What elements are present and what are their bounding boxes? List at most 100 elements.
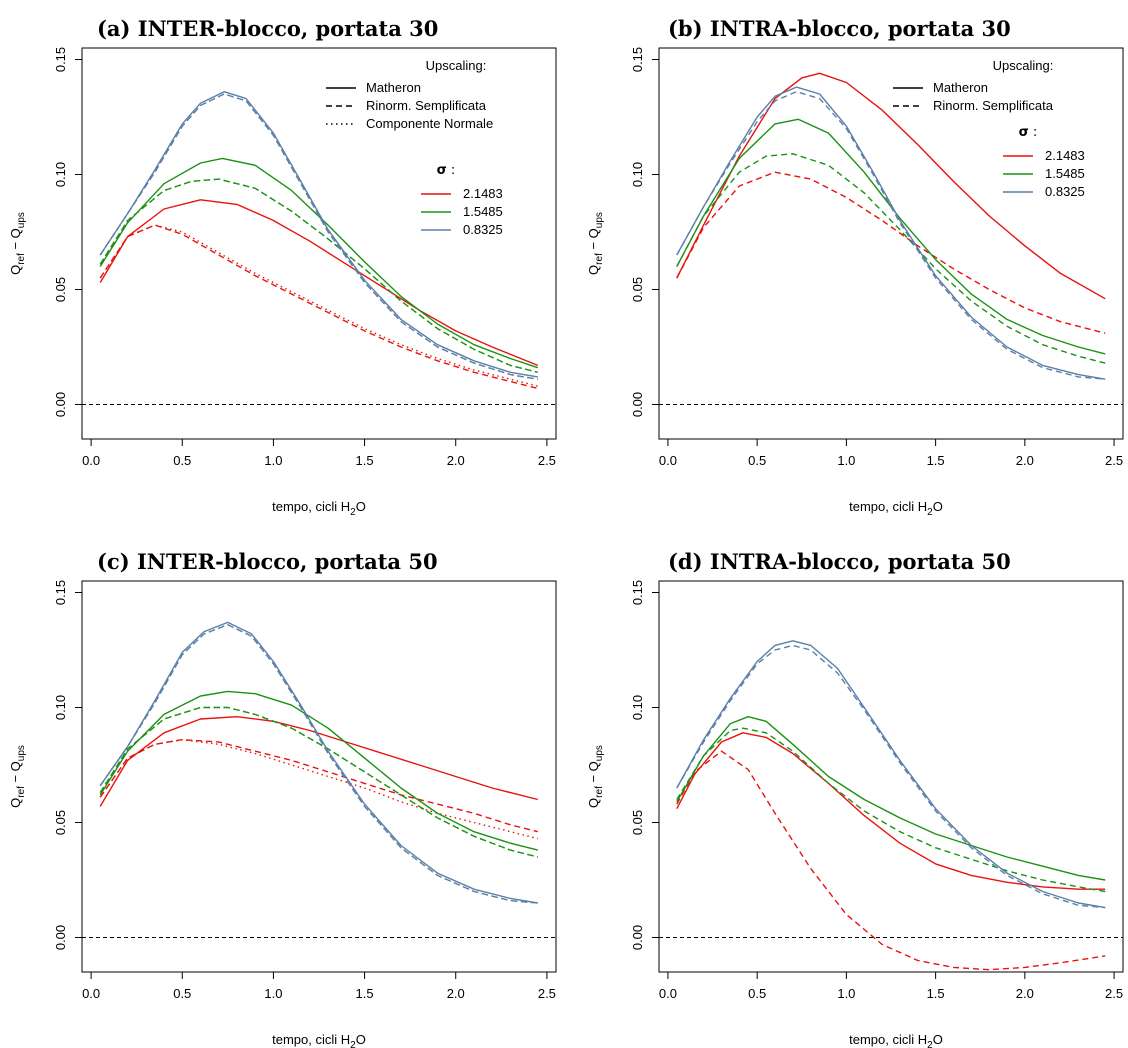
x-tick-label: 1.0 [264,453,282,468]
sigma-legend-label: 2.1483 [1045,148,1085,163]
series-line-sigma-0.8325-matheron [676,640,1106,909]
y-tick-label: 0.05 [630,277,645,302]
series-line-sigma-1.5485-componente-normale [99,706,538,858]
y-tick-label: 0.15 [53,580,68,605]
y-tick-label: 0.00 [53,925,68,950]
panel-c: (c) INTER-blocco, portata 50 0.0 0.5 1.0 1.5… [8,549,557,1048]
legend-label: Rinorm. Semplificata [366,98,487,113]
x-tick-label: 2.5 [538,453,556,468]
x-tick-label: 2.0 [1016,986,1034,1001]
sigma-legend-label: 0.8325 [463,222,503,237]
x-tick-label: 1.0 [837,986,855,1001]
series-line-sigma-1.5485-rinorm-semplificata [99,178,538,373]
y-axis-label: Qref − Qups [8,745,27,808]
sigma-legend-label: 0.8325 [1045,184,1085,199]
x-axis-label: tempo, cicli H2O [849,499,943,518]
y-tick-label: 0.15 [630,580,645,605]
y-tick-label: 0.15 [53,47,68,72]
x-tick-label: 2.5 [1105,453,1123,468]
y-tick-label: 0.10 [53,695,68,720]
x-tick-label: 1.5 [927,986,945,1001]
y-axis-label: Qref − Qups [586,745,605,808]
y-tick-label: 0.10 [630,162,645,187]
legend-label: Componente Normale [366,116,493,131]
x-tick-label: 0.0 [659,986,677,1001]
series-line-sigma-1.5485-matheron [99,157,539,369]
series-line-sigma-2.1483-rinorm-semplificata [676,171,1106,334]
y-tick-label: 0.05 [53,277,68,302]
sigma-legend-title: σ : [1019,125,1038,140]
series-line-sigma-2.1483-componente-normale [99,739,538,840]
legend-label: Matheron [933,80,988,95]
x-tick-label: 0.5 [173,986,191,1001]
x-axis-label: tempo, cicli H2O [849,1032,943,1048]
plot-frame [658,47,1124,440]
x-tick-label: 1.5 [356,986,374,1001]
x-tick-label: 0.5 [748,986,766,1001]
x-axis-label: tempo, cicli H2O [272,1032,366,1048]
y-tick-label: 0.05 [53,810,68,835]
series-line-sigma-0.8325-rinorm-semplificata [99,624,538,904]
y-axis-label: Qref − Qups [586,212,605,275]
x-tick-label: 0.0 [659,453,677,468]
series-line-sigma-0.8325-rinorm-semplificata [676,91,1106,380]
series-line-sigma-2.1483-rinorm-semplificata [99,739,538,833]
plot-frame [81,580,557,973]
x-tick-label: 2.0 [447,986,465,1001]
panel-title: (d) INTRA-blocco, portata 50 [668,549,1011,574]
panel-b: (b) INTRA-blocco, portata 30 0.0 0.5 1.0 1.5… [586,16,1124,518]
panel-d: (d) INTRA-blocco, portata 50 0.0 0.5 1.0 1.5… [586,549,1124,1048]
x-tick-label: 0.0 [82,986,100,1001]
series-line-sigma-1.5485-rinorm-semplificata [676,153,1106,364]
x-tick-label: 1.5 [927,453,945,468]
series-line-sigma-2.1483-matheron [99,716,538,807]
y-tick-label: 0.00 [53,392,68,417]
legend-label: Matheron [366,80,421,95]
x-tick-label: 0.5 [173,453,191,468]
series-line-sigma-2.1483-rinorm-semplificata [676,750,1106,971]
y-tick-label: 0.10 [630,695,645,720]
y-tick-label: 0.15 [630,47,645,72]
series-line-sigma-2.1483-matheron [676,72,1106,300]
series-line-sigma-1.5485-matheron [676,716,1106,881]
legend-title: Upscaling: [426,58,487,73]
series-line-sigma-2.1483-matheron [99,199,539,367]
sigma-legend-label: 2.1483 [463,186,503,201]
panel-title: (b) INTRA-blocco, portata 30 [668,16,1011,41]
x-tick-label: 2.5 [538,986,556,1001]
series-line-sigma-0.8325-matheron [99,621,538,904]
legend-title: Upscaling: [993,58,1054,73]
panel-title: (a) INTER-blocco, portata 30 [97,16,438,41]
plot-frame [658,580,1124,973]
series-line-sigma-0.8325-componente-normale [99,624,538,904]
panel-a: (a) INTER-blocco, portata 30 0.0 0.5 1.0 1.5… [8,16,557,518]
x-tick-label: 2.0 [1016,453,1034,468]
x-tick-label: 1.5 [356,453,374,468]
y-tick-label: 0.00 [630,925,645,950]
x-tick-label: 2.5 [1105,986,1123,1001]
x-tick-label: 0.0 [82,453,100,468]
x-tick-label: 2.0 [447,453,465,468]
series-line-sigma-0.8325-componente-normale [99,93,538,380]
series-line-sigma-0.8325-matheron [99,91,538,378]
plot-frame [81,47,557,440]
series-line-sigma-1.5485-rinorm-semplificata [676,727,1106,893]
series-line-sigma-0.8325-matheron [676,86,1106,380]
y-tick-label: 0.10 [53,162,68,187]
sigma-legend-label: 1.5485 [463,204,503,219]
y-axis-label: Qref − Qups [8,212,27,275]
series-line-sigma-1.5485-matheron [676,118,1106,355]
sigma-legend-title: σ : [437,163,456,178]
x-axis-label: tempo, cicli H2O [272,499,366,518]
panel-title: (c) INTER-blocco, portata 50 [97,549,438,574]
y-tick-label: 0.05 [630,810,645,835]
series-line-sigma-1.5485-matheron [99,690,538,851]
y-tick-label: 0.00 [630,392,645,417]
x-tick-label: 1.0 [264,986,282,1001]
x-tick-label: 1.0 [837,453,855,468]
series-line-sigma-2.1483-rinorm-semplificata [99,224,538,390]
series-line-sigma-0.8325-rinorm-semplificata [676,644,1106,909]
x-tick-label: 0.5 [748,453,766,468]
legend-label: Rinorm. Semplificata [933,98,1054,113]
